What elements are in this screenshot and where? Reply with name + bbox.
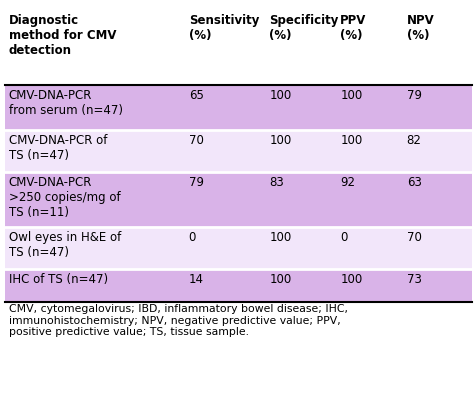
Bar	[5, 172, 472, 227]
Text: 92: 92	[340, 176, 356, 189]
Bar	[5, 10, 472, 85]
Text: CMV-DNA-PCR of
TS (n=47): CMV-DNA-PCR of TS (n=47)	[9, 134, 107, 162]
Text: 100: 100	[269, 273, 292, 286]
Text: 79: 79	[189, 176, 204, 189]
Text: CMV-DNA-PCR
from serum (n=47): CMV-DNA-PCR from serum (n=47)	[9, 89, 123, 117]
Text: 100: 100	[269, 89, 292, 102]
Text: 0: 0	[340, 231, 348, 244]
Bar	[5, 130, 472, 172]
Text: PPV
(%): PPV (%)	[340, 14, 367, 42]
Text: NPV
(%): NPV (%)	[407, 14, 435, 42]
Text: Sensitivity
(%): Sensitivity (%)	[189, 14, 259, 42]
Text: 82: 82	[407, 134, 421, 147]
Text: 100: 100	[269, 134, 292, 147]
Text: CMV, cytomegalovirus; IBD, inflammatory bowel disease; IHC,
immunohistochemistry: CMV, cytomegalovirus; IBD, inflammatory …	[9, 304, 347, 337]
Text: 70: 70	[189, 134, 203, 147]
Bar	[5, 227, 472, 269]
Bar	[5, 85, 472, 130]
Text: 100: 100	[340, 134, 363, 147]
Text: IHC of TS (n=47): IHC of TS (n=47)	[9, 273, 108, 286]
Text: Diagnostic
method for CMV
detection: Diagnostic method for CMV detection	[9, 14, 116, 57]
Text: 83: 83	[269, 176, 284, 189]
Text: 100: 100	[269, 231, 292, 244]
Text: Specificity
(%): Specificity (%)	[269, 14, 338, 42]
Text: CMV-DNA-PCR
>250 copies/mg of
TS (n=11): CMV-DNA-PCR >250 copies/mg of TS (n=11)	[9, 176, 120, 219]
Text: 100: 100	[340, 273, 363, 286]
Text: 73: 73	[407, 273, 421, 286]
Text: 65: 65	[189, 89, 203, 102]
Bar	[5, 269, 472, 302]
Text: 79: 79	[407, 89, 422, 102]
Text: 0: 0	[189, 231, 196, 244]
Text: 63: 63	[407, 176, 421, 189]
Text: 14: 14	[189, 273, 204, 286]
Text: 100: 100	[340, 89, 363, 102]
Text: 70: 70	[407, 231, 421, 244]
Text: Owl eyes in H&E of
TS (n=47): Owl eyes in H&E of TS (n=47)	[9, 231, 121, 259]
